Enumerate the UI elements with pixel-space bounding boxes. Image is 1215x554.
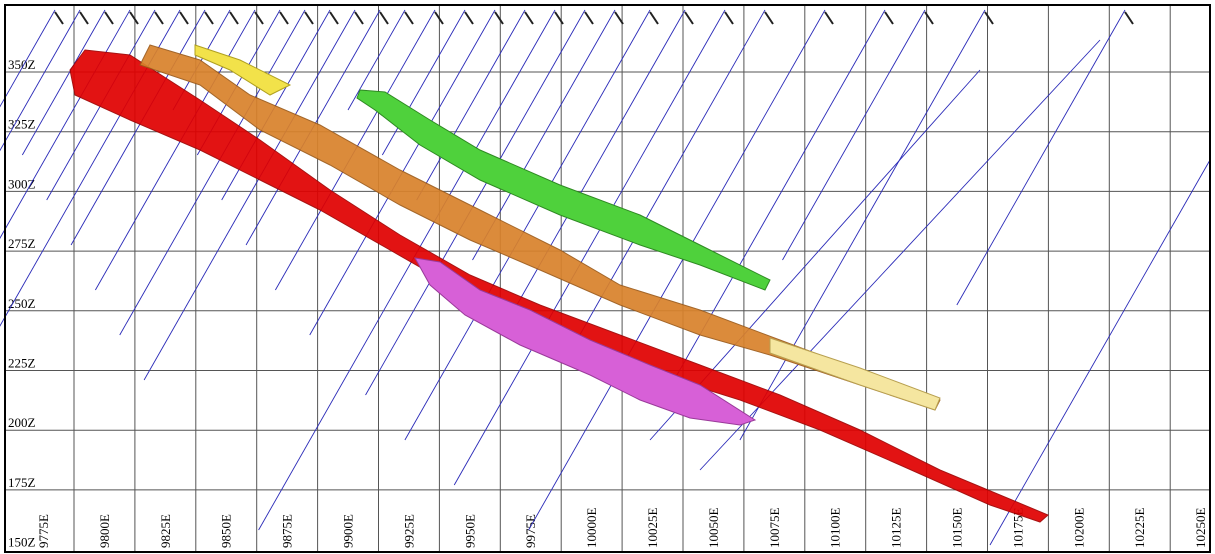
e-label: 9800E <box>97 514 112 548</box>
e-label: 10250E <box>1193 508 1208 549</box>
e-label: 10050E <box>706 508 721 549</box>
z-label: 250Z <box>8 296 36 311</box>
z-label: 350Z <box>8 57 36 72</box>
e-label: 9925E <box>401 514 416 548</box>
e-label: 10125E <box>889 508 904 549</box>
z-label: 150Z <box>8 535 36 550</box>
e-label: 9825E <box>158 514 173 548</box>
e-label: 9850E <box>219 514 234 548</box>
e-label: 10000E <box>584 508 599 549</box>
e-label: 10225E <box>1132 508 1147 549</box>
z-label: 275Z <box>8 236 36 251</box>
z-label: 175Z <box>8 475 36 490</box>
e-label: 9975E <box>523 514 538 548</box>
e-label: 9950E <box>462 514 477 548</box>
e-label: 9900E <box>341 514 356 548</box>
e-label: 10075E <box>767 508 782 549</box>
z-label: 225Z <box>8 356 36 371</box>
e-label: 9775E <box>36 514 51 548</box>
e-label: 10150E <box>950 508 965 549</box>
e-label: 9875E <box>280 514 295 548</box>
e-label: 10025E <box>645 508 660 549</box>
e-label: 10100E <box>828 508 843 549</box>
z-label: 200Z <box>8 415 36 430</box>
e-label: 10200E <box>1071 508 1086 549</box>
section-view: 350Z325Z300Z275Z250Z225Z200Z175Z150Z9775… <box>0 0 1215 554</box>
